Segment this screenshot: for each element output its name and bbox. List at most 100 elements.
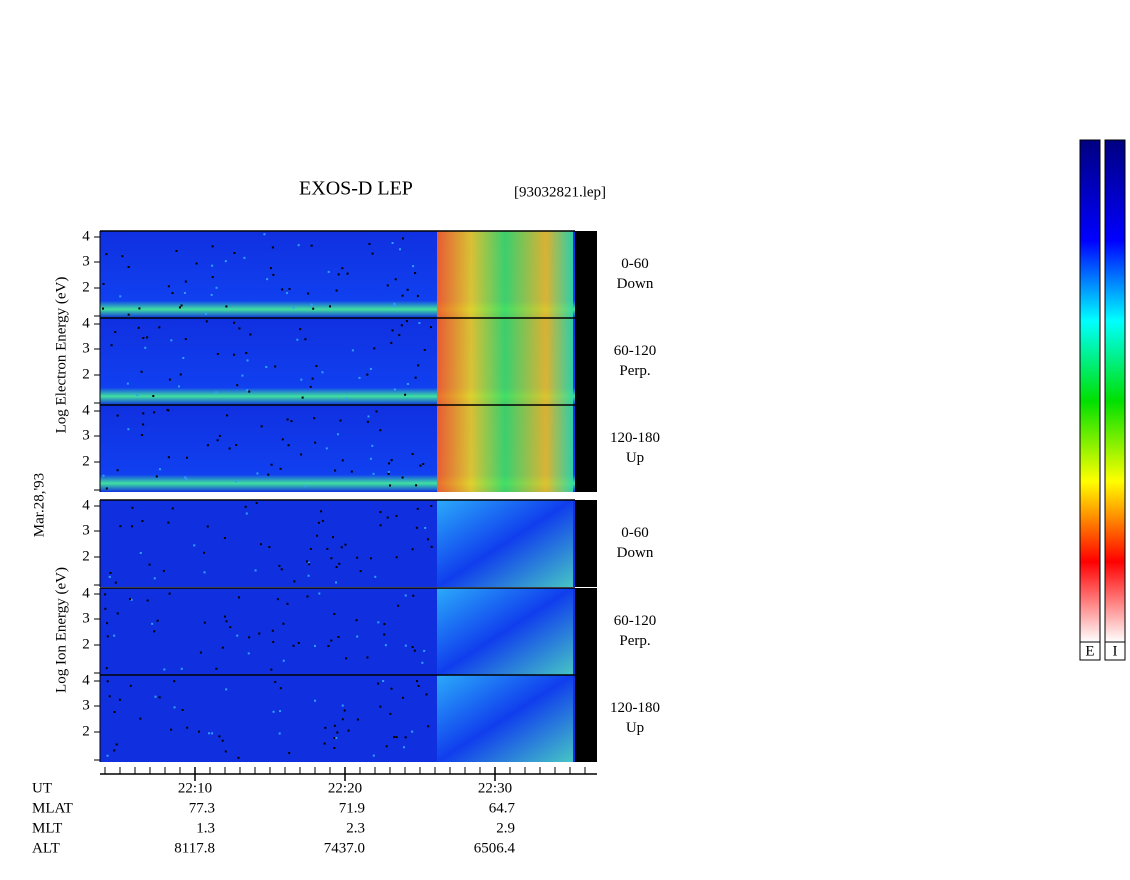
speckle xyxy=(290,420,293,423)
speckle xyxy=(390,459,393,462)
speckle xyxy=(424,526,427,529)
speckle xyxy=(130,598,133,601)
speckle xyxy=(411,645,414,648)
row-value: 22:10 xyxy=(178,780,212,796)
speckle xyxy=(279,710,282,713)
speckle xyxy=(198,730,201,733)
panel-sublabel: Up xyxy=(626,450,644,466)
speckle xyxy=(402,746,405,749)
speckle xyxy=(119,295,122,298)
speckle xyxy=(411,548,414,551)
speckle xyxy=(184,280,187,283)
colorbar-box xyxy=(1079,641,1101,661)
speckle xyxy=(163,668,166,671)
speckle xyxy=(383,623,386,626)
speckle xyxy=(245,512,248,515)
speckle xyxy=(356,556,359,559)
colorbar-box xyxy=(1104,641,1126,661)
speckle xyxy=(184,476,187,479)
colorbar-label: E xyxy=(1085,643,1094,659)
speckle xyxy=(106,754,109,757)
speckle xyxy=(142,423,145,426)
speckle xyxy=(243,256,246,259)
electron-axis-label: Log Electron Energy (eV) xyxy=(53,277,69,434)
speckle xyxy=(131,506,134,509)
speckle xyxy=(351,349,354,352)
speckle xyxy=(393,302,396,305)
speckle xyxy=(333,746,336,749)
speckle xyxy=(331,536,334,539)
time-axis xyxy=(100,767,597,781)
panel-sublabel: Down xyxy=(617,276,654,292)
speckle xyxy=(279,687,282,690)
speckle xyxy=(216,439,219,442)
speckle xyxy=(155,475,158,478)
speckle xyxy=(139,717,142,720)
panel-label: 0-60 xyxy=(621,525,649,541)
speckle xyxy=(314,441,317,444)
speckle xyxy=(193,544,196,547)
panel-label: 60-120 xyxy=(614,343,657,359)
speckle xyxy=(271,246,274,249)
speckle xyxy=(245,352,248,355)
speckle xyxy=(356,635,359,638)
speckle xyxy=(308,563,311,566)
speckle xyxy=(204,312,207,315)
speckle xyxy=(287,444,290,447)
speckle xyxy=(384,644,387,647)
speckle xyxy=(234,480,237,483)
speckle xyxy=(139,551,142,554)
y-tick-label: 2 xyxy=(82,723,90,739)
speckle xyxy=(416,294,419,297)
speckle xyxy=(430,505,433,508)
speckle xyxy=(369,557,372,560)
speckle xyxy=(236,634,239,637)
speckle xyxy=(387,471,390,474)
row-value: 77.3 xyxy=(189,800,215,816)
speckle xyxy=(223,537,226,540)
speckle xyxy=(183,291,186,294)
speckle xyxy=(153,577,156,580)
speckle xyxy=(327,645,330,648)
speckle xyxy=(195,262,198,265)
speckle xyxy=(346,272,349,275)
speckle xyxy=(313,417,316,420)
speckle xyxy=(153,411,156,414)
speckle xyxy=(153,630,156,633)
panel-label: 60-120 xyxy=(614,613,657,629)
speckle xyxy=(236,384,239,387)
ion-axis-label: Log Ion Energy (eV) xyxy=(53,567,69,693)
y-tick-label: 3 xyxy=(82,697,90,713)
speckle xyxy=(137,326,140,329)
speckle xyxy=(269,267,272,270)
speckle xyxy=(393,388,396,391)
speckle xyxy=(223,615,226,618)
speckle xyxy=(232,353,235,356)
panel-label: 0-60 xyxy=(621,256,649,272)
speckle xyxy=(369,457,372,460)
no-data xyxy=(575,588,597,675)
speckle xyxy=(272,273,275,276)
speckle xyxy=(371,252,374,255)
speckle xyxy=(138,307,141,310)
speckle xyxy=(372,472,375,475)
speckle xyxy=(397,604,400,607)
speckle xyxy=(356,718,359,721)
speckle xyxy=(110,344,113,347)
y-tick-label: 4 xyxy=(82,228,90,244)
row-value: 2.3 xyxy=(346,820,365,836)
speckle xyxy=(312,307,315,310)
speckle xyxy=(422,462,425,465)
speckle xyxy=(379,705,382,708)
spectrogram-active xyxy=(437,675,573,762)
speckle xyxy=(412,265,415,268)
ephemeris: UT 22:10 22:20 22:30 MLAT 77.3 71.9 64.7 MLT 1.3 2… xyxy=(32,780,516,856)
y-tick-label: 2 xyxy=(82,636,90,652)
speckle xyxy=(248,390,251,393)
speckle xyxy=(427,538,430,541)
speckle xyxy=(177,385,180,388)
speckle xyxy=(390,341,393,344)
speckle xyxy=(333,724,336,727)
speckle xyxy=(233,252,236,255)
speckle xyxy=(369,367,372,370)
